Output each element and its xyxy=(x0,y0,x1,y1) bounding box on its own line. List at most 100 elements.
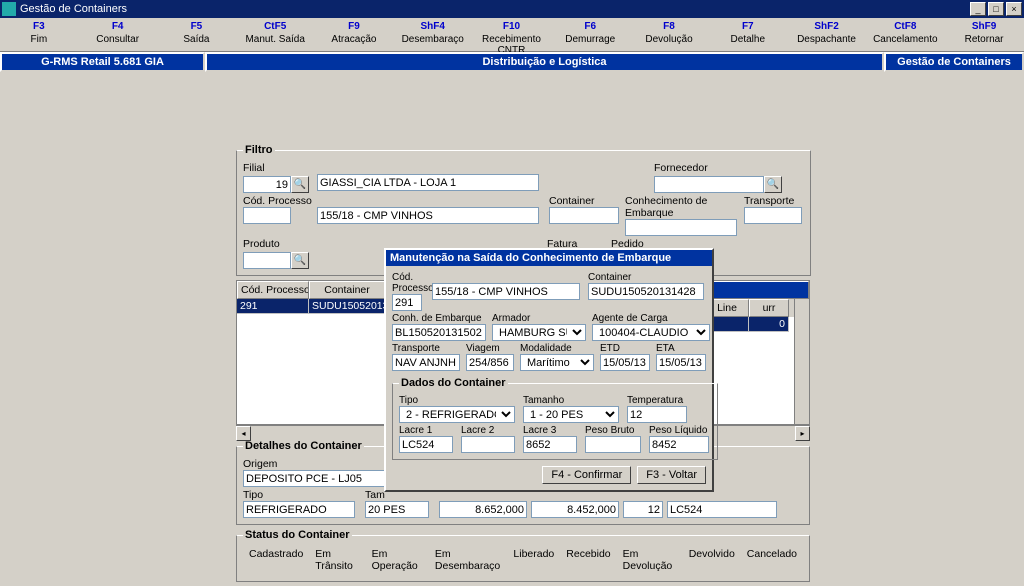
tipo-input[interactable] xyxy=(243,501,355,518)
status-item: Liberado xyxy=(513,548,554,572)
pb-lbl: Peso Bruto xyxy=(585,425,643,436)
codproc-name-input[interactable] xyxy=(317,207,539,224)
dlg-container[interactable] xyxy=(588,283,704,300)
dlg-l1[interactable] xyxy=(399,436,453,453)
det-v3[interactable] xyxy=(623,501,663,518)
det-v2[interactable] xyxy=(531,501,619,518)
dlg-agente-label: Agente de Carga xyxy=(592,313,710,324)
dlg-transporte-label: Transporte xyxy=(392,343,460,354)
filial-search-icon[interactable]: 🔍 xyxy=(291,176,309,193)
scroll-right-icon[interactable]: ▸ xyxy=(795,426,810,441)
col-urr[interactable]: urr xyxy=(749,299,789,317)
conhec-input[interactable] xyxy=(625,219,737,236)
function-key-bar: F3FimF4ConsultarF5SaídaCtF5Manut. SaídaF… xyxy=(0,18,1024,52)
window-titlebar: Gestão de Containers _ □ × xyxy=(0,0,1024,18)
pl-lbl: Peso Líquido xyxy=(649,425,711,436)
tipo-label: Tipo xyxy=(243,489,361,501)
dlg-viagem-label: Viagem xyxy=(466,343,514,354)
l2-lbl: Lacre 2 xyxy=(461,425,517,436)
fnkey-f6[interactable]: F6Demurrage xyxy=(551,18,630,51)
close-button[interactable]: × xyxy=(1006,2,1022,16)
filial-code-input[interactable] xyxy=(243,176,291,193)
transporte-label: Transporte xyxy=(744,195,804,207)
back-button[interactable]: F3 - Voltar xyxy=(637,466,706,484)
dlg-codproc-name[interactable] xyxy=(432,283,580,300)
cell-cont: SUDU150520131428 xyxy=(309,299,385,314)
ctx-mid: Distribuição e Logística xyxy=(205,52,884,72)
dlg-pl[interactable] xyxy=(649,436,709,453)
fnkey-f9[interactable]: F9Atracação xyxy=(315,18,394,51)
dlg-eta[interactable] xyxy=(656,354,706,371)
scroll-left-icon[interactable]: ◂ xyxy=(236,426,251,441)
dlg-agente[interactable]: 100404-CLAUDIO DOS SANTOS xyxy=(592,324,710,341)
dlg-tipo-label: Tipo xyxy=(399,395,517,406)
process-grid[interactable]: Cód. Processo Container 291 SUDU15052013… xyxy=(236,280,386,425)
filial-name-input[interactable] xyxy=(317,174,539,191)
dlg-l2[interactable] xyxy=(461,436,515,453)
produto-search-icon[interactable]: 🔍 xyxy=(291,252,309,269)
ctx-left: G-RMS Retail 5.681 GIA xyxy=(0,52,205,72)
status-item: Recebido xyxy=(566,548,610,572)
status-item: Cadastrado xyxy=(249,548,303,572)
fnkey-f10[interactable]: F10Recebimento CNTR xyxy=(473,18,552,51)
produto-code-input[interactable] xyxy=(243,252,291,269)
codproc-label: Cód. Processo xyxy=(243,195,313,207)
status-item: Em Desembaraço xyxy=(435,548,502,572)
status-item: Devolvido xyxy=(689,548,735,572)
fornecedor-search-icon[interactable]: 🔍 xyxy=(764,176,782,193)
dlg-transporte[interactable] xyxy=(392,354,460,371)
fornecedor-input[interactable] xyxy=(654,176,764,193)
fnkey-shf9[interactable]: ShF9Retornar xyxy=(945,18,1024,51)
status-item: Em Devolução xyxy=(623,548,677,572)
transporte-input[interactable] xyxy=(744,207,802,224)
dlg-pb[interactable] xyxy=(585,436,641,453)
fnkey-shf2[interactable]: ShF2Despachante xyxy=(788,18,867,51)
confirm-button[interactable]: F4 - Confirmar xyxy=(542,466,631,484)
fnkey-f8[interactable]: F8Devolução xyxy=(630,18,709,51)
dlg-armador[interactable]: HAMBURG SU xyxy=(492,324,586,341)
fnkey-f5[interactable]: F5Saída xyxy=(158,18,237,51)
fnkey-ctf5[interactable]: CtF5Manut. Saída xyxy=(236,18,315,51)
minimize-button[interactable]: _ xyxy=(970,2,986,16)
dlg-codproc-code[interactable] xyxy=(392,294,422,311)
vscrollbar[interactable] xyxy=(794,299,809,424)
fnkey-f3[interactable]: F3Fim xyxy=(0,18,79,51)
fnkey-shf4[interactable]: ShF4Desembaraço xyxy=(394,18,473,51)
container-input[interactable] xyxy=(549,207,619,224)
dlg-modalidade-label: Modalidade xyxy=(520,343,594,354)
origem-input[interactable] xyxy=(243,470,388,487)
table-row[interactable]: 291 SUDU150520131428 xyxy=(237,299,385,314)
col-container[interactable]: Container xyxy=(309,281,385,299)
codproc-code-input[interactable] xyxy=(243,207,291,224)
status-item: Cancelado xyxy=(747,548,797,572)
det-v4[interactable] xyxy=(667,501,777,518)
det-v1[interactable] xyxy=(439,501,527,518)
dados-legend: Dados do Container xyxy=(399,377,508,389)
dialog-title: Manutenção na Saída do Conhecimento de E… xyxy=(386,250,712,266)
fnkey-f7[interactable]: F7Detalhe xyxy=(709,18,788,51)
app-icon xyxy=(2,2,16,16)
dlg-temp-label: Temperatura xyxy=(627,395,689,406)
dlg-modalidade[interactable]: Marítimo xyxy=(520,354,594,371)
cell-u: 0 xyxy=(749,317,789,332)
dlg-conh[interactable] xyxy=(392,324,486,341)
dlg-container-label: Container xyxy=(588,272,706,283)
cell-cod: 291 xyxy=(237,299,309,314)
dlg-l3[interactable] xyxy=(523,436,577,453)
dlg-etd[interactable] xyxy=(600,354,650,371)
dlg-temp[interactable] xyxy=(627,406,687,423)
status-group: Status do Container CadastradoEm Trânsit… xyxy=(236,529,810,582)
l3-lbl: Lacre 3 xyxy=(523,425,579,436)
maximize-button[interactable]: □ xyxy=(988,2,1004,16)
dlg-viagem[interactable] xyxy=(466,354,514,371)
fnkey-ctf8[interactable]: CtF8Cancelamento xyxy=(866,18,945,51)
dlg-armador-label: Armador xyxy=(492,313,586,324)
origem-label: Origem xyxy=(243,458,393,470)
dlg-eta-label: ETA xyxy=(656,343,706,354)
tam-input[interactable] xyxy=(365,501,429,518)
dlg-tam-label: Tamanho xyxy=(523,395,621,406)
col-codproc[interactable]: Cód. Processo xyxy=(237,281,309,299)
dlg-tam[interactable]: 1 - 20 PES xyxy=(523,406,619,423)
fnkey-f4[interactable]: F4Consultar xyxy=(79,18,158,51)
dlg-tipo[interactable]: 2 - REFRIGERADO xyxy=(399,406,515,423)
